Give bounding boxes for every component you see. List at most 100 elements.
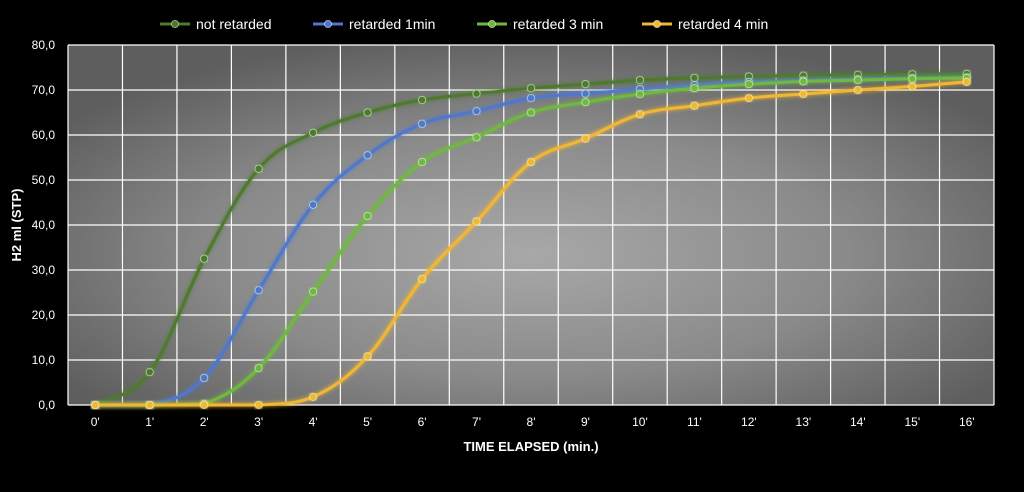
data-point	[581, 134, 590, 143]
data-point	[309, 287, 318, 296]
x-tick-label: 0'	[91, 415, 100, 429]
legend-label: retarded 1min	[349, 16, 435, 32]
data-point	[744, 94, 753, 103]
y-tick-label: 40,0	[32, 218, 56, 232]
data-point	[254, 164, 263, 173]
data-point	[527, 108, 536, 117]
data-point	[581, 80, 590, 89]
y-tick-label: 70,0	[32, 83, 56, 97]
x-tick-label: 14'	[850, 415, 866, 429]
data-point	[418, 274, 427, 283]
data-point	[309, 128, 318, 137]
x-tick-label: 8'	[527, 415, 536, 429]
data-point	[527, 84, 536, 93]
y-tick-label: 10,0	[32, 353, 56, 367]
data-point	[962, 77, 971, 86]
x-tick-label: 9'	[581, 415, 590, 429]
y-tick-label: 80,0	[32, 38, 56, 52]
data-point	[363, 108, 372, 117]
legend-item: retarded 1min	[313, 16, 435, 32]
series-line	[93, 76, 969, 407]
data-point	[744, 80, 753, 89]
data-point	[527, 94, 536, 103]
legend-item: retarded 4 min	[642, 16, 768, 32]
data-point	[418, 95, 427, 104]
data-point	[908, 74, 917, 83]
data-point	[472, 89, 481, 98]
legend-label: retarded 4 min	[678, 16, 768, 32]
x-tick-label: 7'	[472, 415, 481, 429]
x-tick-label: 1'	[145, 415, 154, 429]
legend-label: not retarded	[196, 16, 272, 32]
x-tick-label: 16'	[959, 415, 975, 429]
data-point	[254, 364, 263, 373]
data-point	[635, 90, 644, 99]
y-axis-ticks: 0,0 10,0 20,0 30,0 40,0 50,0 60,0 70,0 80,0	[32, 38, 56, 412]
data-point	[91, 400, 100, 409]
data-point	[200, 400, 209, 409]
data-point	[799, 77, 808, 86]
y-tick-label: 50,0	[32, 173, 56, 187]
series-line	[93, 72, 969, 407]
x-tick-label: 3'	[254, 415, 263, 429]
data-point	[145, 368, 154, 377]
x-tick-label: 2'	[200, 415, 209, 429]
y-axis-title: H2 ml (STP)	[9, 189, 24, 262]
data-point	[363, 211, 372, 220]
series-3	[91, 77, 971, 409]
data-point	[363, 151, 372, 160]
data-point	[853, 86, 862, 95]
data-point	[472, 133, 481, 142]
data-point	[254, 400, 263, 409]
data-point	[799, 90, 808, 99]
data-point	[200, 254, 209, 263]
data-point	[145, 400, 154, 409]
data-point	[581, 98, 590, 107]
legend: not retarded retarded 1min retarded 3 min r…	[160, 16, 768, 32]
data-point	[635, 110, 644, 119]
data-point	[418, 119, 427, 128]
x-axis-title: TIME ELAPSED (min.)	[463, 439, 598, 454]
y-tick-label: 0,0	[38, 398, 55, 412]
legend-swatch-marker	[170, 19, 179, 28]
data-point	[690, 101, 699, 110]
data-point	[200, 373, 209, 382]
x-tick-label: 5'	[363, 415, 372, 429]
data-point	[635, 76, 644, 85]
legend-item: not retarded	[160, 16, 272, 32]
series-line	[93, 80, 969, 407]
legend-swatch-marker	[323, 19, 332, 28]
data-point	[254, 286, 263, 295]
legend-swatch-marker	[653, 19, 662, 28]
data-point	[527, 157, 536, 166]
series-layer	[91, 69, 971, 409]
x-tick-label: 12'	[741, 415, 757, 429]
data-point	[853, 76, 862, 85]
data-point	[908, 82, 917, 91]
x-tick-label: 13'	[796, 415, 812, 429]
data-point	[690, 73, 699, 82]
legend-item: retarded 3 min	[477, 16, 603, 32]
legend-label: retarded 3 min	[513, 16, 603, 32]
x-tick-label: 4'	[309, 415, 318, 429]
y-tick-label: 20,0	[32, 308, 56, 322]
x-tick-label: 15'	[904, 415, 920, 429]
x-tick-label: 10'	[632, 415, 648, 429]
data-point	[363, 352, 372, 361]
x-axis-ticks: 0' 1' 2' 3' 4' 5' 6' 7' 8' 9' 10' 11' 12' 13' 14' 15' 16…	[91, 415, 975, 429]
data-point	[309, 200, 318, 209]
legend-swatch-marker	[487, 19, 496, 28]
data-point	[581, 89, 590, 98]
x-tick-label: 11'	[687, 415, 702, 429]
y-tick-label: 30,0	[32, 263, 56, 277]
data-point	[472, 107, 481, 116]
gridlines	[67, 44, 995, 406]
data-point	[309, 392, 318, 401]
x-tick-label: 6'	[418, 415, 427, 429]
data-point	[472, 217, 481, 226]
data-point	[418, 157, 427, 166]
data-point	[690, 84, 699, 93]
y-tick-label: 60,0	[32, 128, 56, 142]
